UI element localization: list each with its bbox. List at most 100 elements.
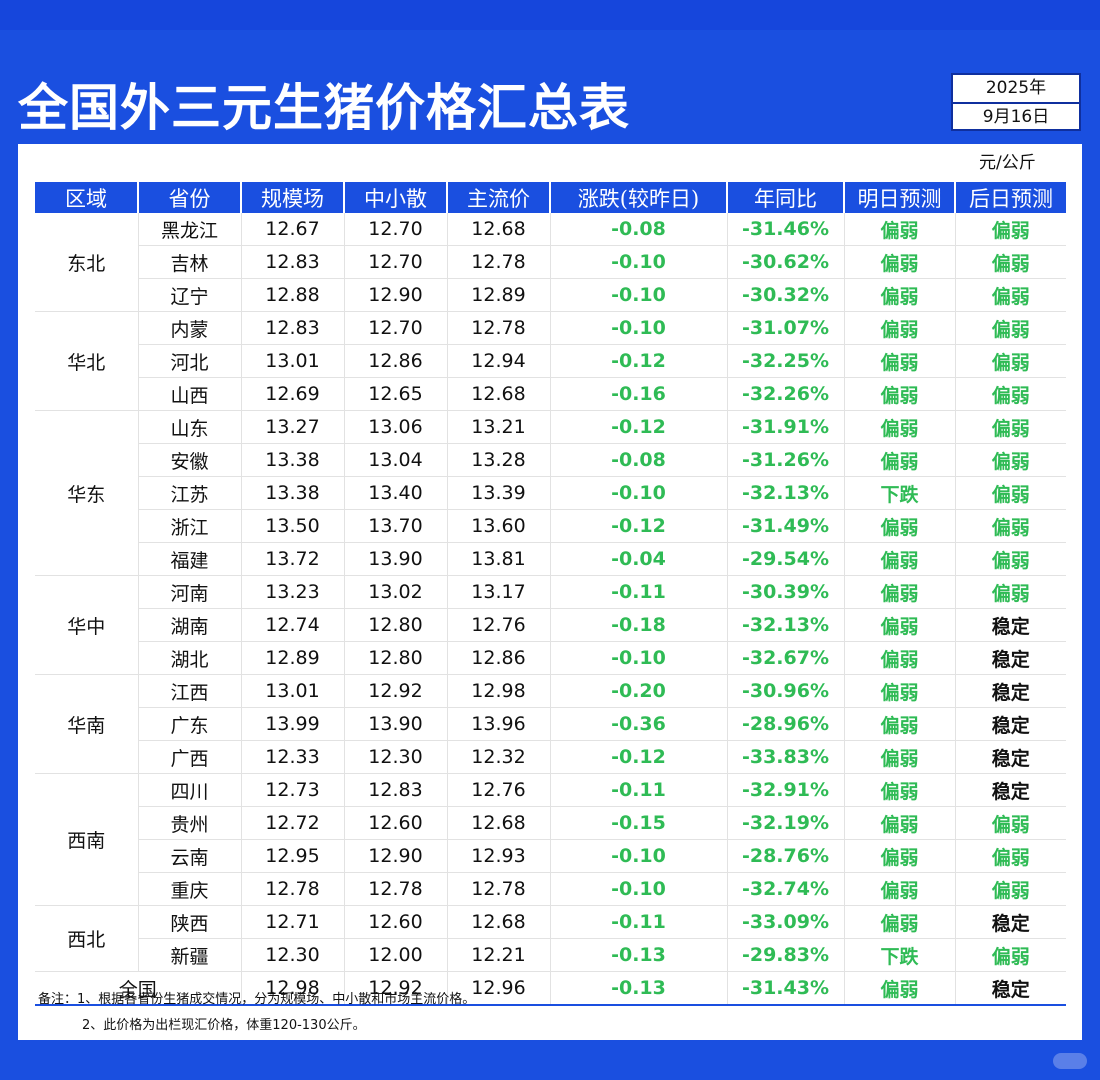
main-price: 12.89 (447, 278, 551, 312)
forecast-after: 偏弱 (955, 344, 1066, 378)
forecast-after: 稳定 (955, 773, 1066, 807)
forecast-after: 偏弱 (955, 245, 1066, 279)
forecast-tomorrow: 偏弱 (844, 245, 956, 279)
forecast-tomorrow: 偏弱 (844, 872, 956, 906)
small-farm-price: 13.06 (344, 410, 448, 444)
change-cell: -0.10 (550, 839, 728, 873)
large-farm-price: 13.72 (241, 542, 345, 576)
note-2: 2、此价格为出栏现汇价格，体重120-130公斤。 (82, 1018, 366, 1033)
large-farm-price: 12.73 (241, 773, 345, 807)
header-cell: 涨跌(较昨日) (550, 182, 728, 213)
table-row: 吉林 12.83 12.70 12.78 -0.10 -30.62% 偏弱 偏弱 (35, 245, 1066, 279)
large-farm-price: 12.78 (241, 872, 345, 906)
yoy-cell: -30.96% (727, 674, 845, 708)
table-row: 广西 12.33 12.30 12.32 -0.12 -33.83% 偏弱 稳定 (35, 740, 1066, 774)
large-farm-price: 12.33 (241, 740, 345, 774)
region-cell: 东北 (35, 213, 139, 312)
main-price: 13.39 (447, 476, 551, 510)
yoy-cell: -32.67% (727, 641, 845, 675)
forecast-tomorrow: 下跌 (844, 938, 956, 972)
forecast-tomorrow: 偏弱 (844, 740, 956, 774)
yoy-cell: -31.91% (727, 410, 845, 444)
table-row: 安徽 13.38 13.04 13.28 -0.08 -31.26% 偏弱 偏弱 (35, 443, 1066, 477)
province-cell: 山西 (138, 377, 242, 411)
forecast-tomorrow: 偏弱 (844, 509, 956, 543)
forecast-after: 偏弱 (955, 839, 1066, 873)
small-farm-price: 12.80 (344, 641, 448, 675)
main-price: 13.17 (447, 575, 551, 609)
main-price: 13.96 (447, 707, 551, 741)
large-farm-price: 13.27 (241, 410, 345, 444)
small-farm-price: 12.00 (344, 938, 448, 972)
main-price: 12.93 (447, 839, 551, 873)
yoy-cell: -32.91% (727, 773, 845, 807)
province-cell: 辽宁 (138, 278, 242, 312)
forecast-tomorrow: 偏弱 (844, 344, 956, 378)
change-cell: -0.04 (550, 542, 728, 576)
change-cell: -0.11 (550, 905, 728, 939)
national-label: 全国 (35, 971, 242, 1006)
forecast-tomorrow: 偏弱 (844, 707, 956, 741)
main-price: 12.78 (447, 311, 551, 345)
change-cell: -0.11 (550, 575, 728, 609)
main-price: 12.76 (447, 773, 551, 807)
national-row: 全国 12.98 12.92 12.96 -0.13 -31.43% 偏弱 稳定 (35, 971, 1066, 1006)
change-cell: -0.10 (550, 278, 728, 312)
main-price: 12.21 (447, 938, 551, 972)
large-farm-price: 12.69 (241, 377, 345, 411)
yoy-cell: -32.74% (727, 872, 845, 906)
header-cell: 省份 (138, 182, 242, 213)
yoy-cell: -28.96% (727, 707, 845, 741)
yoy-cell: -32.19% (727, 806, 845, 840)
large-farm-price: 13.01 (241, 344, 345, 378)
header-cell: 主流价 (447, 182, 551, 213)
main-price: 12.96 (447, 971, 551, 1006)
table-row: 重庆 12.78 12.78 12.78 -0.10 -32.74% 偏弱 偏弱 (35, 872, 1066, 906)
small-farm-price: 12.80 (344, 608, 448, 642)
header-row: 区域 省份 规模场 中小散 主流价 涨跌(较昨日) 年同比 明日预测 后日预测 (35, 182, 1066, 213)
forecast-tomorrow: 偏弱 (844, 839, 956, 873)
change-cell: -0.11 (550, 773, 728, 807)
province-cell: 安徽 (138, 443, 242, 477)
forecast-tomorrow: 下跌 (844, 476, 956, 510)
large-farm-price: 13.23 (241, 575, 345, 609)
yoy-cell: -30.32% (727, 278, 845, 312)
forecast-after: 稳定 (955, 740, 1066, 774)
small-farm-price: 12.92 (344, 971, 448, 1006)
forecast-tomorrow: 偏弱 (844, 377, 956, 411)
change-cell: -0.10 (550, 641, 728, 675)
change-cell: -0.12 (550, 509, 728, 543)
province-cell: 河南 (138, 575, 242, 609)
forecast-after: 偏弱 (955, 377, 1066, 411)
yoy-cell: -28.76% (727, 839, 845, 873)
large-farm-price: 12.67 (241, 213, 345, 246)
table-row: 云南 12.95 12.90 12.93 -0.10 -28.76% 偏弱 偏弱 (35, 839, 1066, 873)
price-table: 区域 省份 规模场 中小散 主流价 涨跌(较昨日) 年同比 明日预测 后日预测 … (35, 182, 1066, 1006)
header-cell: 中小散 (344, 182, 448, 213)
table-row: 华南 江西 13.01 12.92 12.98 -0.20 -30.96% 偏弱 稳定 (35, 674, 1066, 774)
small-farm-price: 12.92 (344, 674, 448, 708)
table-row: 江苏 13.38 13.40 13.39 -0.10 -32.13% 下跌 偏弱 (35, 476, 1066, 510)
change-cell: -0.10 (550, 872, 728, 906)
main-price: 12.68 (447, 806, 551, 840)
large-farm-price: 13.50 (241, 509, 345, 543)
small-farm-price: 12.30 (344, 740, 448, 774)
forecast-after: 偏弱 (955, 575, 1066, 609)
large-farm-price: 12.72 (241, 806, 345, 840)
page-title: 全国外三元生猪价格汇总表 (18, 79, 630, 137)
forecast-tomorrow: 偏弱 (844, 806, 956, 840)
large-farm-price: 12.71 (241, 905, 345, 939)
forecast-tomorrow: 偏弱 (844, 443, 956, 477)
province-cell: 重庆 (138, 872, 242, 906)
yoy-cell: -31.49% (727, 509, 845, 543)
forecast-after: 稳定 (955, 707, 1066, 741)
small-farm-price: 12.78 (344, 872, 448, 906)
forecast-after: 偏弱 (955, 278, 1066, 312)
change-cell: -0.20 (550, 674, 728, 708)
top-band (0, 0, 1100, 30)
small-farm-price: 12.60 (344, 905, 448, 939)
forecast-tomorrow: 偏弱 (844, 311, 956, 345)
header-cell: 年同比 (727, 182, 845, 213)
forecast-after: 偏弱 (955, 443, 1066, 477)
large-farm-price: 12.88 (241, 278, 345, 312)
